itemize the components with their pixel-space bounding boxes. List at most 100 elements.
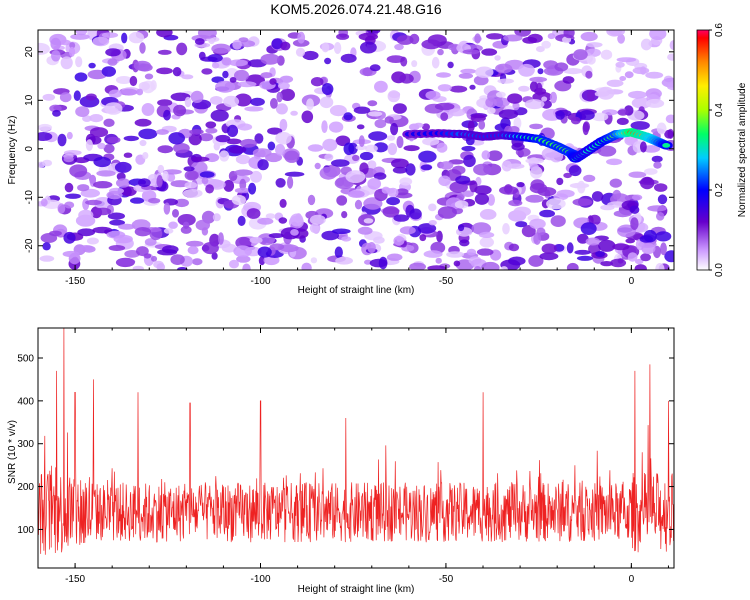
- x-tick-label: -100: [250, 574, 270, 585]
- heatmap-cell: [232, 39, 242, 50]
- heatmap-cell: [486, 33, 504, 40]
- heatmap-cell: [356, 124, 365, 130]
- heatmap-cell: [597, 145, 617, 157]
- heatmap-cell: [655, 263, 665, 270]
- heatmap-cell: [233, 245, 252, 258]
- heatmap-cell: [403, 145, 420, 152]
- heatmap-cell: [237, 123, 253, 131]
- heatmap-cell: [373, 236, 385, 244]
- heatmap-cell: [290, 213, 304, 227]
- heatmap-cell: [275, 103, 288, 115]
- heatmap-cell: [374, 80, 388, 93]
- heatmap-cell: [478, 231, 495, 238]
- heatmap-cell: [487, 194, 495, 206]
- heatmap-cell: [345, 170, 366, 184]
- heatmap-cell: [38, 161, 45, 169]
- heatmap-cell: [156, 263, 166, 270]
- heatmap-cell: [314, 162, 321, 170]
- heatmap-cell: [606, 158, 623, 166]
- heatmap-cell: [555, 110, 565, 120]
- heatmap-cell: [276, 91, 283, 103]
- y-tick-label: 500: [17, 354, 34, 365]
- heatmap-cell: [550, 215, 566, 228]
- heatmap-cell: [399, 177, 413, 186]
- heatmap-cell: [191, 156, 210, 162]
- heatmap-cell: [606, 79, 624, 88]
- heatmap-cell: [409, 208, 422, 220]
- heatmap-cell: [322, 138, 338, 152]
- heatmap-cell: [529, 218, 546, 230]
- heatmap-cell: [69, 164, 88, 178]
- heatmap-cell: [234, 69, 249, 82]
- heatmap-cell: [150, 255, 158, 262]
- heatmap-cell: [177, 214, 196, 226]
- heatmap-cell: [582, 121, 591, 133]
- heatmap-cell: [400, 56, 408, 67]
- heatmap-cell: [280, 41, 291, 51]
- heatmap-cell: [586, 55, 596, 65]
- heatmap-cell: [516, 182, 525, 188]
- heatmap-cell: [237, 81, 257, 88]
- heatmap-cell: [319, 166, 338, 180]
- colorbar-ticks: 0.0 0.2 0.4 0.6: [709, 23, 725, 277]
- heatmap-cell: [97, 142, 106, 150]
- heatmap-cell: [306, 98, 314, 110]
- heatmap-cell: [420, 164, 433, 171]
- heatmap-cell: [168, 132, 185, 145]
- heatmap-cell: [537, 68, 544, 75]
- heatmap-cell: [51, 50, 61, 62]
- heatmap-cell: [89, 127, 109, 138]
- heatmap-cell: [78, 209, 94, 221]
- heatmap-cell: [358, 32, 378, 41]
- heatmap-cell: [157, 145, 174, 154]
- heatmap-cell: [279, 118, 288, 132]
- heatmap-cell: [437, 48, 444, 56]
- heatmap-cell: [334, 246, 343, 259]
- heatmap-cell: [324, 57, 332, 65]
- heatmap-cell: [269, 243, 285, 251]
- heatmap-cell: [439, 161, 454, 170]
- heatmap-cell: [529, 76, 548, 83]
- heatmap-cell: [502, 223, 510, 235]
- heatmap-cell: [503, 34, 523, 42]
- heatmap-cell: [340, 53, 357, 64]
- heatmap-cell: [474, 33, 481, 44]
- heatmap-cell: [541, 40, 551, 49]
- snr-x-ticks: -150 -100 -50 0: [37, 328, 669, 585]
- heatmap-cell: [547, 33, 556, 40]
- heatmap-cell: [279, 75, 294, 84]
- heatmap-cell: [222, 70, 229, 79]
- heatmap-cell: [225, 138, 242, 145]
- heatmap-cell: [562, 76, 575, 84]
- heatmap-cell: [624, 71, 634, 79]
- heatmap-cell: [521, 225, 536, 238]
- heatmap-cell: [461, 145, 476, 152]
- heatmap-cell: [536, 46, 545, 53]
- snr-series-line: [38, 328, 674, 555]
- heatmap-cell: [295, 47, 306, 57]
- heatmap-cell: [85, 93, 97, 101]
- heatmap-cell: [49, 104, 62, 113]
- heatmap-cell: [229, 77, 237, 83]
- x-tick-label: -50: [439, 276, 454, 287]
- heatmap-cell: [163, 109, 171, 121]
- y-tick-label: 10: [24, 94, 35, 106]
- heatmap-cell: [184, 96, 192, 108]
- y-tick-label: -20: [24, 238, 35, 253]
- heatmap-cell: [235, 154, 251, 165]
- heatmap-cell: [541, 243, 557, 254]
- heatmap-cell: [421, 39, 442, 50]
- heatmap-cell: [600, 49, 613, 60]
- heatmap-cell: [462, 49, 480, 55]
- heatmap-cell: [106, 190, 123, 200]
- heatmap-cell: [211, 43, 231, 54]
- heatmap-cell: [419, 234, 427, 242]
- heatmap-cell: [507, 93, 523, 104]
- heatmap-cell: [182, 189, 203, 198]
- heatmap-cell: [572, 198, 593, 207]
- heatmap-cell: [60, 56, 73, 70]
- heatmap-cell: [394, 43, 404, 51]
- heatmap-cell: [254, 133, 264, 144]
- heatmap-cell: [183, 166, 195, 172]
- heatmap-cell: [66, 131, 73, 140]
